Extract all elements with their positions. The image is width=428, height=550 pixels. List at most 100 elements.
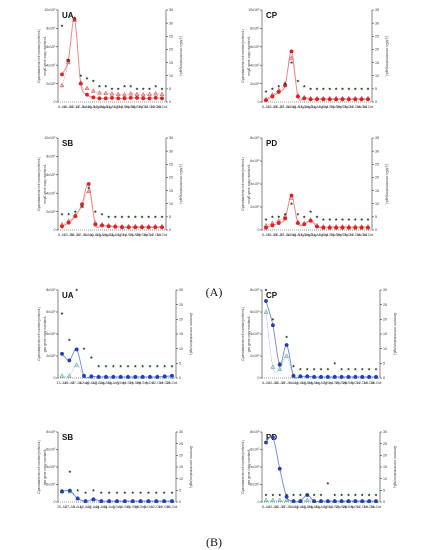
x-tick-label: 5-Oct <box>144 505 153 509</box>
cell-number-point <box>367 499 372 504</box>
cell-number-point <box>78 81 83 86</box>
y-right-tick-label: 5 <box>375 87 377 91</box>
toxin-point <box>119 364 123 368</box>
cell-number-point <box>270 94 275 99</box>
y-right-tick-label: 35 <box>169 8 173 12</box>
y-left-tick-label: 4x10⁵ <box>46 63 56 67</box>
x-tick-label: 28-Sep <box>337 105 349 109</box>
y-right-tick-label: 10 <box>179 347 183 351</box>
cell-number-point <box>346 499 351 504</box>
toxin-point <box>79 74 83 78</box>
cell-number-point <box>111 374 116 379</box>
y-left-tick-label: 6x10⁵ <box>46 45 56 49</box>
cell-number-point <box>308 97 313 102</box>
cell-number-point <box>153 95 158 100</box>
y-left-tick-label: 0 <box>258 100 260 104</box>
cell-number-point <box>133 374 138 379</box>
x-tick-label: 5-Oct <box>351 381 360 385</box>
y-right-tick-label: 5 <box>169 215 171 219</box>
toxin-point <box>326 481 330 485</box>
toxin-point <box>139 491 143 494</box>
x-tick-label: 21-Sep <box>330 105 342 109</box>
toxin-point <box>340 367 344 371</box>
cell-number-point <box>315 97 319 102</box>
cell-number-line <box>61 348 173 379</box>
toxin-point <box>321 87 325 91</box>
toxin-point <box>271 493 275 497</box>
x-tick-label: 21-Sep <box>125 105 137 109</box>
x-tick-label: 20-Jul <box>274 233 284 237</box>
toxin-point <box>360 217 364 221</box>
toxin-point <box>155 364 159 368</box>
y-right-tick-label: 30 <box>383 430 387 434</box>
toxin-point <box>133 364 137 368</box>
y-right-tick-label: 10 <box>169 74 173 78</box>
x-tick-label: 14-Sep <box>123 233 135 237</box>
x-tick-label: 17-Aug <box>298 105 310 109</box>
y-right-tick-label: 35 <box>375 8 379 12</box>
x-tick-label: 10-Aug <box>295 505 307 509</box>
toxin-point <box>319 493 323 497</box>
cell-number-point <box>126 374 130 379</box>
gene-copy-point <box>277 497 283 502</box>
y-left-tick-label: 6x10⁵ <box>250 159 260 163</box>
panel-title: PD <box>266 139 277 148</box>
x-tick-label: 14-Sep <box>329 505 341 509</box>
toxin-point <box>82 347 86 350</box>
x-tick-label: 26-Oct <box>371 381 382 385</box>
gene-copy-point <box>284 497 289 502</box>
x-tick-label: 6-Jul <box>262 233 270 237</box>
panel-a-cp: 0 2x10⁵ 4x10⁵ 6x10⁵ 8x10⁵ 10x10⁵ 0 5 10 15 20 25 30 3… <box>241 8 389 109</box>
x-tick-label: 27-Jul <box>282 505 292 509</box>
toxin-point <box>305 493 309 497</box>
x-tick-label: 24-Aug <box>100 105 112 109</box>
cell-number-point <box>133 225 138 230</box>
toxin-point <box>120 215 124 219</box>
toxin-point <box>104 84 108 88</box>
toxin-point <box>270 215 274 219</box>
panel-title: UA <box>62 11 74 20</box>
y-gene-axis-title: geo gene copy number/L <box>247 316 251 353</box>
y-right-tick-label: 20 <box>375 48 379 52</box>
y-left-axis-title: Cyanobacteria cell number(cells/mL) <box>37 440 41 494</box>
panel-a-ua: 0 2x10⁵ 4x10⁵ 6x10⁵ 8x10⁵ 10x10⁵ 0 5 10 15 20 25 30 3… <box>37 8 183 109</box>
y-right-axis-title: [-]-MCs concentration(μg/L) <box>385 164 389 204</box>
x-tick-label: 7-Sep <box>323 505 333 509</box>
gene-copy-line <box>265 57 368 100</box>
y-left-tick-label: 0 <box>54 228 56 232</box>
x-tick-label: 6-Jul <box>262 105 270 109</box>
toxin-point <box>312 493 316 497</box>
x-tick-label: 21-Sep <box>330 233 342 237</box>
cell-number-point <box>67 358 72 363</box>
x-tick-label: 27-Jul <box>280 105 290 109</box>
y-right-tick-label: 5 <box>375 215 377 219</box>
x-tick-label: 15-Jul <box>63 105 73 109</box>
x-tick-label: 24-Aug <box>305 233 317 237</box>
toxin-point <box>89 355 93 359</box>
y-left-tick-label: 0 <box>258 228 260 232</box>
toxin-point <box>116 87 120 91</box>
y-right-tick-label: 0 <box>375 100 377 104</box>
panel-title: CP <box>266 11 278 20</box>
toxin-point <box>278 361 282 365</box>
toxin-point <box>360 367 364 371</box>
x-tick-label: 28-Sep <box>343 381 355 385</box>
y-left-tick-label: 8x10⁵ <box>250 27 260 31</box>
cell-number-point <box>339 374 344 379</box>
cell-number-point <box>83 499 88 504</box>
y-left-tick-label: 4x10⁵ <box>46 191 56 195</box>
toxin-point <box>84 491 88 494</box>
cell-number-point <box>140 374 145 379</box>
x-tick-label: 3-Aug <box>82 105 92 109</box>
y-right-tick-label: 0 <box>169 100 171 104</box>
x-tick-label: 14-Sep <box>324 233 336 237</box>
y-left-tick-label: 6x10⁵ <box>250 310 260 314</box>
x-tick-label: 7-Sep <box>117 233 127 237</box>
panel-title: SB <box>62 433 73 442</box>
x-tick-label: 7-Sep <box>112 505 122 509</box>
cell-number-point <box>374 499 378 504</box>
cell-number-point <box>264 440 268 445</box>
cell-number-point <box>270 435 275 440</box>
cell-number-point <box>162 499 167 504</box>
cell-number-point <box>289 193 294 198</box>
